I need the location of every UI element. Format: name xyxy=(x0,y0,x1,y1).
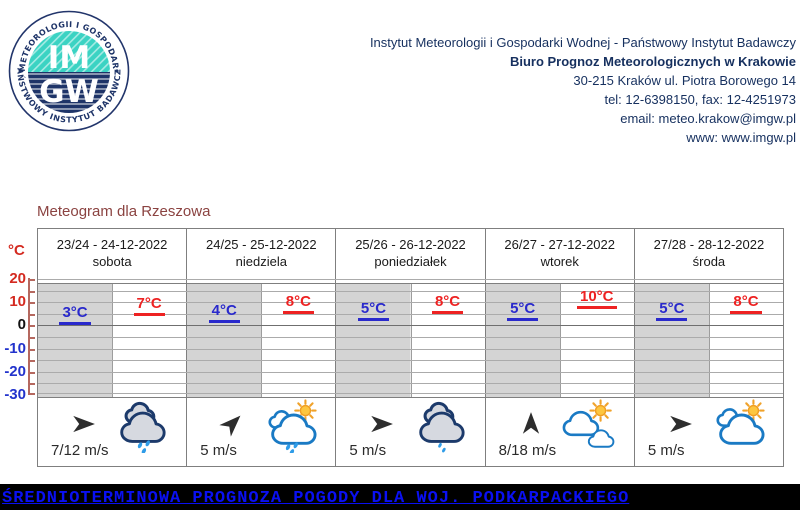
wind-speed: 8/18 m/s xyxy=(498,442,557,459)
weather-icon xyxy=(558,399,620,453)
email-line: email: meteo.krakow@imgw.pl xyxy=(620,111,796,126)
day-forecast-cell: 5 m/s xyxy=(336,398,484,466)
day-column: 23/24 - 24-12-2022 sobota 3°C 7°C 7/12 m… xyxy=(38,229,187,466)
axis-tick xyxy=(30,372,35,374)
day-weekday: wtorek xyxy=(540,254,579,269)
meteogram-table: 23/24 - 24-12-2022 sobota 3°C 7°C 7/12 m… xyxy=(37,228,784,467)
axis-tick-label: -10 xyxy=(4,340,26,357)
logo-monogram-gw: GW xyxy=(39,74,99,110)
day-header: 24/25 - 25-12-2022 niedziela xyxy=(187,229,336,284)
night-temperature: 5°C xyxy=(486,300,560,321)
institute-header: Instytut Meteorologii i Gospodarki Wodne… xyxy=(370,33,796,147)
wind-speed: 5 m/s xyxy=(647,442,685,459)
day-chart-cell: 5°C 8°C xyxy=(634,283,784,398)
day-header: 23/24 - 24-12-2022 sobota xyxy=(38,229,187,284)
day-weekday: poniedziałek xyxy=(374,254,447,269)
logo-teal-half xyxy=(28,31,110,72)
day-column: 24/25 - 25-12-2022 niedziela 4°C 8°C xyxy=(186,229,336,466)
phone-line: tel: 12-6398150, fax: 12-4251973 xyxy=(604,92,796,107)
institute-name-line: Instytut Meteorologii i Gospodarki Wodne… xyxy=(369,35,796,50)
day-date: 27/28 - 28-12-2022 xyxy=(653,237,765,252)
day-header: 25/26 - 26-12-2022 poniedziałek xyxy=(336,229,485,284)
axis-tick xyxy=(30,302,35,304)
day-temperature: 7°C xyxy=(112,295,186,316)
wind-speed: 7/12 m/s xyxy=(51,442,109,459)
axis-tick xyxy=(30,393,35,395)
day-forecast-cell: 8/18 m/s xyxy=(486,398,634,466)
day-weekday: środa xyxy=(692,254,726,269)
night-temperature: 4°C xyxy=(187,302,261,323)
day-header: 26/27 - 27-12-2022 wtorek xyxy=(485,229,634,284)
day-temperature: 8°C xyxy=(261,293,335,314)
wind-speed: 5 m/s xyxy=(349,442,387,459)
weather-icon xyxy=(259,399,321,455)
address-line: 30-215 Kraków ul. Piotra Borowego 14 xyxy=(573,73,796,88)
day-column: 25/26 - 26-12-2022 poniedziałek 5°C 8°C … xyxy=(335,229,485,466)
day-column: 27/28 - 28-12-2022 środa 5°C 8°C xyxy=(633,229,784,466)
day-temperature: 10°C xyxy=(560,288,634,309)
www-line: www: www.imgw.pl xyxy=(686,130,796,145)
day-temperature: 8°C xyxy=(411,293,485,314)
day-chart-cell: 5°C 8°C xyxy=(336,283,485,398)
wind-direction-arrow-icon xyxy=(73,415,95,432)
night-temperature: 5°C xyxy=(635,300,709,321)
night-temperature: 3°C xyxy=(38,304,112,325)
footer-banner: ŚREDNIOTERMINOWA PROGNOZA POGODY DLA WOJ… xyxy=(0,484,800,510)
logo-monogram-im: IM xyxy=(48,40,90,76)
imgw-logo: INSTYTUT METEOROLOGII I GOSPODARKI WODNE… xyxy=(8,10,130,132)
day-date: 26/27 - 27-12-2022 xyxy=(504,237,615,252)
axis-tick-label: 20 xyxy=(9,270,26,287)
axis-unit-label: °C xyxy=(8,242,25,259)
day-weekday: sobota xyxy=(92,254,132,269)
page-title: Meteogram dla Rzeszowa xyxy=(37,203,211,220)
night-temperature: 5°C xyxy=(336,300,410,321)
axis-tick-label: -20 xyxy=(4,363,26,380)
axis-tick xyxy=(30,349,35,351)
axis-tick xyxy=(30,314,35,316)
weather-icon xyxy=(409,399,471,453)
day-forecast-cell: 7/12 m/s xyxy=(38,398,186,466)
axis-tick-label: 10 xyxy=(9,293,26,310)
axis-tick-label: 0 xyxy=(17,316,26,333)
wind-direction-arrow-icon xyxy=(522,411,539,434)
axis-rail xyxy=(28,278,39,395)
axis-tick xyxy=(30,291,35,293)
day-date: 23/24 - 24-12-2022 xyxy=(56,237,168,252)
day-date: 25/26 - 26-12-2022 xyxy=(355,237,466,252)
day-forecast-cell: 5 m/s xyxy=(635,398,783,466)
wind-direction-arrow-icon xyxy=(670,415,692,432)
day-header: 27/28 - 28-12-2022 środa xyxy=(634,229,784,284)
axis-tick-label: -30 xyxy=(4,386,26,403)
logo-navy-half xyxy=(28,72,110,113)
footer-forecast-title: ŚREDNIOTERMINOWA PROGNOZA POGODY DLA WOJ… xyxy=(2,489,630,508)
axis-tick xyxy=(30,383,35,385)
axis-labels: 20 10 0 -10 -20 -30 xyxy=(0,270,28,403)
weather-icon xyxy=(707,399,769,453)
day-temperature: 8°C xyxy=(709,293,783,314)
axis-tick xyxy=(30,360,35,362)
axis-tick xyxy=(30,337,35,339)
day-chart-cell: 4°C 8°C xyxy=(187,283,336,398)
wind-direction-arrow-icon xyxy=(371,415,394,432)
bureau-line: Biuro Prognoz Meteorologicznych w Krakow… xyxy=(509,54,796,69)
day-chart-cell: 3°C 7°C xyxy=(38,283,187,398)
axis-tick xyxy=(30,279,35,281)
day-date: 24/25 - 25-12-2022 xyxy=(206,237,317,252)
weather-icon xyxy=(110,399,172,454)
wind-direction-arrow-icon xyxy=(219,415,241,437)
axis-tick xyxy=(30,325,35,327)
day-chart-cell: 5°C 10°C xyxy=(485,283,634,398)
day-weekday: niedziela xyxy=(235,254,287,269)
day-column: 26/27 - 27-12-2022 wtorek 5°C 10°C xyxy=(484,229,634,466)
wind-speed: 5 m/s xyxy=(200,442,237,459)
day-forecast-cell: 5 m/s xyxy=(187,398,335,466)
